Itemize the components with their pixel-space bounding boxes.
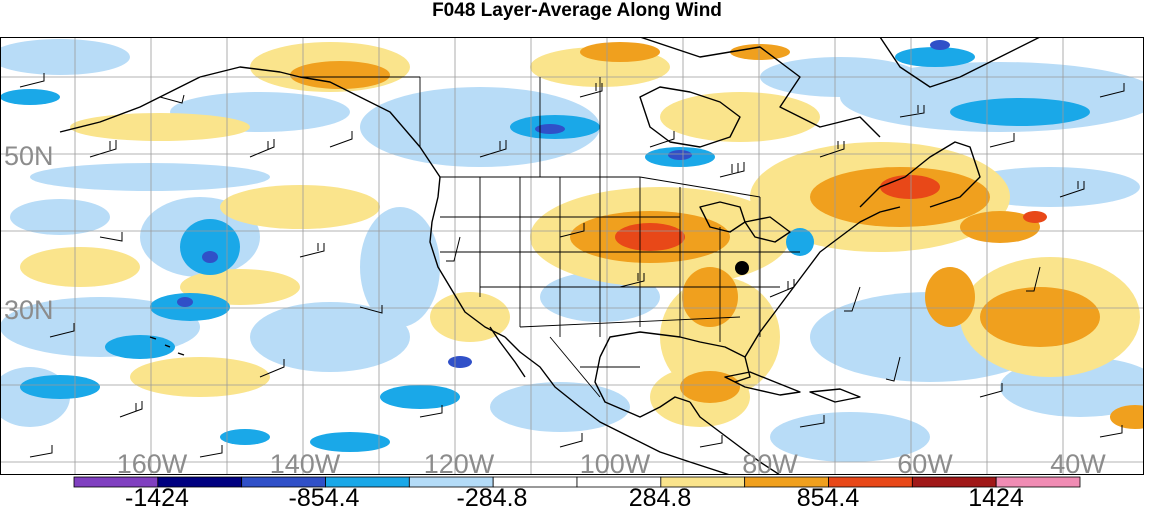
lat-label: 50N <box>4 141 54 171</box>
colorbar-label: -1424 <box>125 484 189 512</box>
lon-label: 140W <box>270 449 341 475</box>
wind-barbs <box>19 73 1125 458</box>
lon-label: 40W <box>1050 449 1106 475</box>
lon-label: 100W <box>580 449 651 475</box>
plot-title: F048 Layer-Average Along Wind <box>432 0 722 21</box>
colorbar <box>73 476 1081 488</box>
lon-label: 80W <box>742 449 798 475</box>
political-boundaries <box>300 76 800 398</box>
map-frame <box>0 37 1144 475</box>
weather-map: 50N 30N 160W 140W 120W 100W 80W 60W 40W <box>0 37 1144 475</box>
colorbar-label: -854.4 <box>288 484 360 512</box>
station-marker <box>735 261 749 275</box>
colorbar-label: -284.8 <box>456 484 528 512</box>
colorbar-label: 854.4 <box>796 484 860 512</box>
lon-label: 160W <box>117 449 188 475</box>
lon-label: 60W <box>897 449 953 475</box>
orange-field <box>290 42 1144 429</box>
colorbar-label: 1424 <box>968 484 1024 512</box>
dark-blue-field <box>177 40 950 368</box>
lat-lon-grid <box>0 37 1144 475</box>
colorbar-cell <box>995 476 1081 488</box>
lat-label: 30N <box>4 295 54 325</box>
colorbar-label: 284.8 <box>628 484 692 512</box>
lon-label: 120W <box>424 449 495 475</box>
coastlines <box>59 37 1041 475</box>
